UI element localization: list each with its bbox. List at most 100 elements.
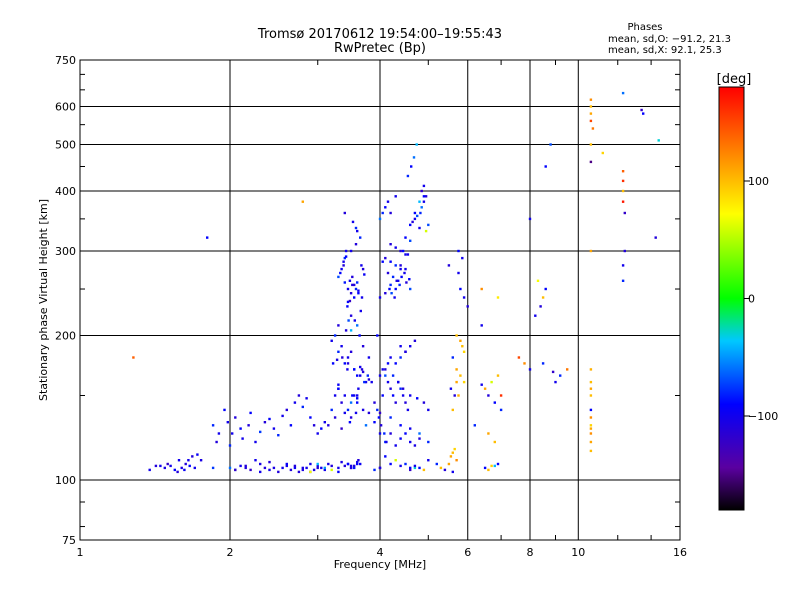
scatter-point: [388, 287, 391, 291]
scatter-point: [389, 243, 392, 246]
chart-title: Tromsø 20170612 19:54:00–19:55:43: [257, 27, 503, 42]
scatter-point: [589, 387, 593, 390]
scatter-point: [459, 287, 462, 291]
y-tick-label: 300: [55, 245, 76, 258]
scatter-point: [184, 462, 187, 466]
scatter-point: [309, 416, 312, 419]
scatter-point: [367, 411, 371, 415]
scatter-point: [409, 223, 412, 227]
scatter-point: [259, 470, 262, 474]
scatter-point: [427, 440, 430, 444]
scatter-point: [215, 440, 218, 444]
scatter-point: [312, 424, 316, 427]
scatter-point: [399, 345, 402, 348]
y-tick-label: 500: [55, 139, 76, 152]
scatter-point: [406, 253, 410, 256]
scatter-point: [389, 387, 392, 390]
scatter-point: [384, 206, 387, 209]
scatter-point: [301, 466, 304, 470]
scatter-point: [427, 223, 430, 227]
scatter-point: [353, 283, 356, 287]
scatter-point: [449, 455, 453, 458]
scatter-point: [359, 462, 362, 466]
scatter-point: [234, 468, 237, 472]
colorbar: [718, 86, 745, 511]
scatter-point: [449, 387, 453, 390]
scatter-point: [343, 464, 346, 468]
colorbar-tick-label: 100: [748, 175, 769, 188]
scatter-point: [333, 334, 337, 337]
scatter-point: [183, 468, 186, 472]
scatter-point: [447, 462, 451, 466]
scatter-point: [381, 260, 384, 263]
scatter-point: [394, 264, 397, 267]
y-axis-label: Stationary phase Virtual Height [km]: [37, 199, 50, 401]
scatter-point: [378, 466, 382, 470]
scatter-point: [389, 462, 392, 466]
scatter-point: [589, 380, 593, 384]
scatter-point: [285, 464, 288, 468]
scatter-point: [554, 380, 557, 384]
scatter-point: [360, 264, 363, 267]
scatter-point: [591, 127, 595, 130]
scatter-point: [217, 432, 221, 435]
phase-stats-title: Phases: [627, 22, 663, 33]
x-tick-label: 1: [77, 546, 84, 559]
scatter-point: [499, 408, 503, 412]
y-tick-label: 750: [55, 54, 76, 67]
scatter-point: [487, 468, 490, 472]
scatter-point: [399, 387, 402, 390]
scatter-point: [424, 195, 428, 198]
scatter-point: [191, 455, 194, 458]
scatter-point: [654, 236, 657, 239]
scatter-point: [340, 460, 343, 464]
scatter-point: [490, 380, 493, 384]
scatter-point: [385, 440, 388, 444]
scatter-point: [241, 437, 244, 440]
scatter-point: [415, 143, 418, 146]
scatter-point: [499, 394, 503, 397]
scatter-point: [343, 362, 346, 365]
scatter-point: [389, 356, 392, 359]
scatter-point: [404, 432, 407, 435]
scatter-point: [381, 211, 384, 215]
scatter-point: [346, 300, 350, 304]
scatter-point: [487, 432, 490, 435]
scatter-point: [451, 408, 454, 412]
scatter-point: [422, 195, 426, 198]
scatter-point: [259, 430, 262, 434]
scatter-point: [316, 466, 319, 470]
scatter-point: [480, 324, 483, 327]
scatter-point: [370, 380, 373, 384]
scatter-point: [384, 292, 387, 295]
scatter-point: [490, 464, 493, 468]
scatter-point: [393, 296, 396, 299]
scatter-point: [378, 217, 382, 221]
scatter-point: [188, 464, 191, 468]
scatter-point: [391, 275, 395, 279]
scatter-point: [457, 249, 460, 253]
scatter-point: [473, 424, 476, 427]
x-tick-label: 10: [571, 546, 585, 559]
scatter-point: [353, 368, 356, 371]
scatter-point: [399, 267, 402, 271]
scatter-point: [323, 468, 326, 472]
scatter-point: [534, 314, 537, 317]
scatter-point: [589, 432, 593, 435]
scatter-point: [409, 468, 412, 472]
scatter-point: [461, 345, 464, 348]
scatter-point: [356, 374, 359, 377]
scatter-point: [316, 432, 319, 435]
scatter-point: [187, 459, 190, 462]
scatter-point: [356, 229, 359, 233]
scatter-point: [361, 408, 365, 412]
scatter-point: [427, 408, 430, 412]
scatter-point: [367, 356, 371, 359]
scatter-point: [356, 462, 359, 466]
scatter-point: [353, 394, 356, 397]
scatter-point: [394, 362, 397, 365]
scatter-point: [451, 470, 454, 474]
scatter-point: [346, 356, 350, 359]
scatter-point: [453, 394, 456, 397]
scatter-point: [541, 296, 545, 299]
